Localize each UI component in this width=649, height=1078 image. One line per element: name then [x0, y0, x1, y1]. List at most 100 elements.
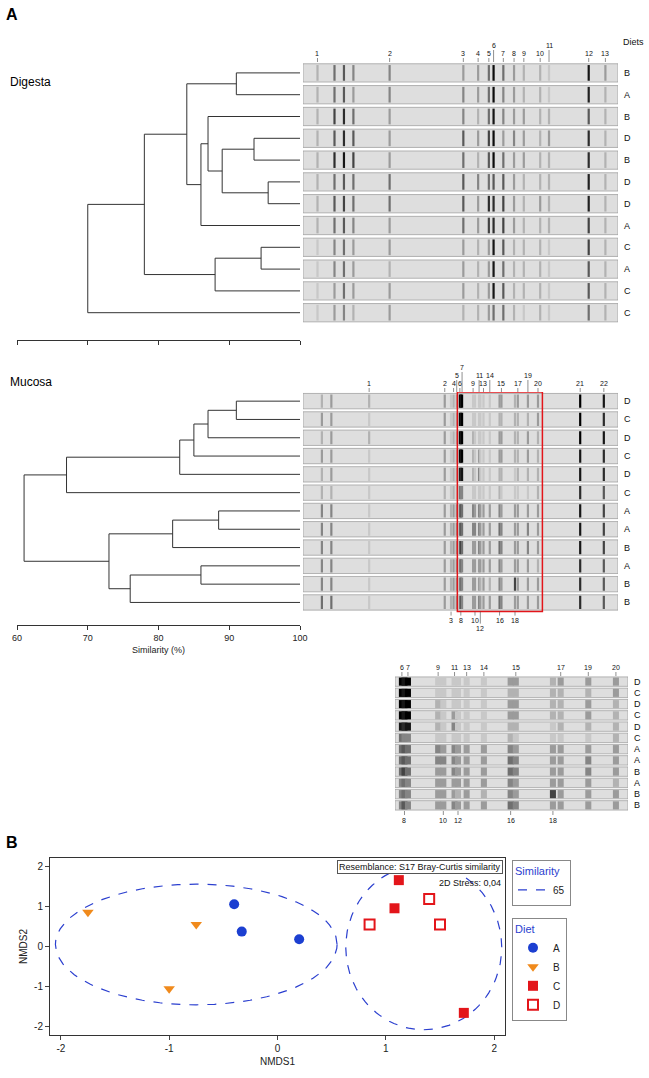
svg-text:12: 12	[454, 817, 462, 824]
svg-text:Mucosa: Mucosa	[10, 375, 52, 389]
svg-text:1: 1	[383, 1043, 389, 1054]
svg-text:D: D	[624, 433, 631, 443]
svg-text:Diet: Diet	[515, 923, 535, 935]
svg-text:-2: -2	[56, 1043, 65, 1054]
svg-text:B: B	[553, 962, 560, 973]
svg-text:9: 9	[522, 50, 526, 57]
svg-text:9: 9	[471, 380, 475, 387]
svg-text:D: D	[624, 177, 631, 187]
svg-text:B: B	[624, 597, 630, 607]
svg-text:1: 1	[315, 50, 319, 57]
svg-text:B: B	[624, 155, 630, 165]
svg-text:A: A	[553, 943, 560, 954]
svg-text:18: 18	[549, 817, 557, 824]
svg-text:D: D	[634, 699, 641, 709]
svg-text:D: D	[553, 1000, 560, 1011]
svg-text:B: B	[634, 789, 640, 799]
svg-text:14: 14	[486, 372, 494, 379]
svg-text:13: 13	[463, 664, 471, 671]
svg-text:Resemblance: S17 Bray-Curtis s: Resemblance: S17 Bray-Curtis similarity	[339, 862, 501, 872]
svg-text:NMDS1: NMDS1	[260, 1056, 295, 1067]
svg-text:3: 3	[449, 617, 453, 624]
svg-text:1: 1	[367, 380, 371, 387]
svg-text:20: 20	[534, 380, 542, 387]
svg-text:16: 16	[496, 617, 504, 624]
svg-text:C: C	[624, 414, 631, 424]
svg-text:2D Stress: 0,04: 2D Stress: 0,04	[439, 878, 501, 888]
svg-text:C: C	[624, 286, 631, 296]
svg-text:22: 22	[600, 380, 608, 387]
svg-text:C: C	[624, 242, 631, 252]
svg-text:D: D	[634, 722, 641, 732]
svg-text:8: 8	[402, 817, 406, 824]
svg-text:C: C	[624, 488, 631, 498]
svg-text:6: 6	[458, 380, 462, 387]
svg-text:4: 4	[476, 50, 480, 57]
svg-text:A: A	[624, 561, 630, 571]
svg-text:65: 65	[553, 885, 565, 896]
svg-text:B: B	[624, 68, 630, 78]
svg-text:Similarity (%): Similarity (%)	[132, 645, 185, 655]
svg-text:10: 10	[471, 617, 479, 624]
svg-text:13: 13	[601, 50, 609, 57]
svg-text:A: A	[624, 524, 630, 534]
svg-text:C: C	[624, 308, 631, 318]
svg-text:11: 11	[546, 42, 553, 49]
svg-text:2: 2	[443, 380, 447, 387]
svg-text:8: 8	[512, 50, 516, 57]
svg-text:2: 2	[388, 50, 392, 57]
svg-text:NMDS2: NMDS2	[18, 929, 29, 964]
svg-text:18: 18	[511, 617, 519, 624]
svg-text:11: 11	[451, 664, 458, 671]
svg-text:3: 3	[461, 50, 465, 57]
svg-text:-2: -2	[34, 1021, 43, 1032]
svg-text:-1: -1	[165, 1043, 174, 1054]
svg-text:C: C	[634, 710, 641, 720]
svg-text:5: 5	[487, 50, 491, 57]
svg-text:70: 70	[83, 633, 93, 643]
svg-text:10: 10	[439, 817, 447, 824]
svg-text:12: 12	[476, 625, 484, 632]
svg-text:20: 20	[612, 664, 620, 671]
svg-text:A: A	[634, 755, 640, 765]
svg-text:A: A	[624, 90, 630, 100]
svg-text:C: C	[553, 981, 560, 992]
svg-text:17: 17	[557, 664, 565, 671]
svg-text:4: 4	[452, 380, 456, 387]
svg-text:0: 0	[275, 1043, 281, 1054]
svg-text:6: 6	[400, 664, 404, 671]
svg-text:A: A	[624, 264, 630, 274]
svg-text:12: 12	[585, 50, 593, 57]
svg-text:19: 19	[584, 664, 592, 671]
svg-text:10: 10	[536, 50, 544, 57]
svg-text:C: C	[624, 451, 631, 461]
svg-text:A: A	[624, 506, 630, 516]
svg-text:B: B	[624, 112, 630, 122]
svg-text:B: B	[624, 543, 630, 553]
svg-text:Digesta: Digesta	[10, 75, 51, 89]
svg-text:15: 15	[497, 380, 505, 387]
svg-text:7: 7	[501, 50, 505, 57]
svg-text:19: 19	[524, 372, 532, 379]
svg-text:B: B	[634, 800, 640, 810]
svg-text:14: 14	[480, 664, 488, 671]
svg-text:1: 1	[37, 901, 43, 912]
svg-text:D: D	[624, 133, 631, 143]
svg-text:0: 0	[37, 941, 43, 952]
svg-text:100: 100	[292, 633, 307, 643]
svg-text:7: 7	[460, 364, 464, 371]
svg-text:B: B	[634, 767, 640, 777]
svg-text:D: D	[624, 396, 631, 406]
svg-text:A: A	[6, 6, 18, 23]
svg-text:16: 16	[507, 817, 515, 824]
svg-text:A: A	[624, 221, 630, 231]
svg-text:-1: -1	[34, 981, 43, 992]
svg-text:D: D	[624, 469, 631, 479]
svg-text:C: C	[634, 733, 641, 743]
svg-text:90: 90	[224, 633, 234, 643]
svg-text:D: D	[624, 199, 631, 209]
svg-text:2: 2	[37, 861, 43, 872]
svg-text:8: 8	[459, 617, 463, 624]
svg-text:17: 17	[514, 380, 522, 387]
svg-text:11: 11	[476, 372, 483, 379]
